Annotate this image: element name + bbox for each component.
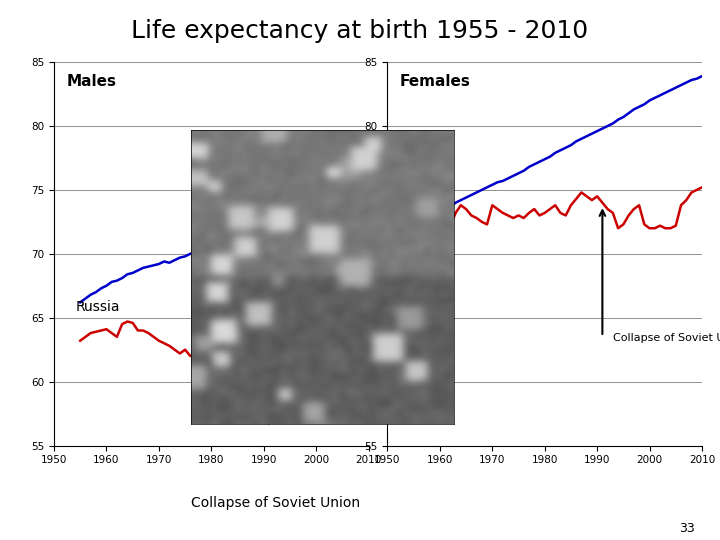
Text: Collapse of Soviet Union: Collapse of Soviet Union bbox=[191, 496, 360, 510]
Text: Russia: Russia bbox=[76, 300, 120, 314]
Text: Females: Females bbox=[400, 73, 471, 89]
Text: Males: Males bbox=[66, 73, 117, 89]
Text: EU
(p...: EU (p... bbox=[243, 166, 265, 187]
Text: 33: 33 bbox=[679, 522, 695, 535]
Text: Collapse of Soviet Union: Collapse of Soviet Union bbox=[613, 333, 720, 343]
Text: Life expectancy at birth 1955 - 2010: Life expectancy at birth 1955 - 2010 bbox=[132, 19, 588, 43]
